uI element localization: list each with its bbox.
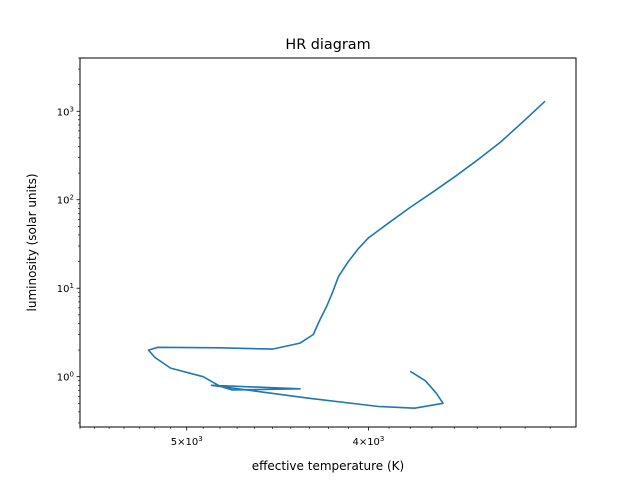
x-axis-ticks: 5×103 4×103 xyxy=(79,427,551,448)
y-axis-label: luminosity (solar units) xyxy=(25,173,39,311)
series-line-0 xyxy=(147,100,546,409)
x-tick-label: 5×103 xyxy=(171,435,203,448)
y-axis-ticks: 100 101 102 103 xyxy=(57,57,80,424)
x-tick-label: 4×103 xyxy=(352,435,384,448)
y-tick-label: 102 xyxy=(57,194,74,207)
plot-frame xyxy=(79,57,577,428)
y-tick-label: 100 xyxy=(57,371,74,384)
y-tick-label: 101 xyxy=(57,282,74,295)
series-layer xyxy=(147,100,546,409)
y-tick-label: 103 xyxy=(57,105,74,118)
chart-title: HR diagram xyxy=(285,37,370,53)
x-axis-label: effective temperature (K) xyxy=(252,459,404,473)
